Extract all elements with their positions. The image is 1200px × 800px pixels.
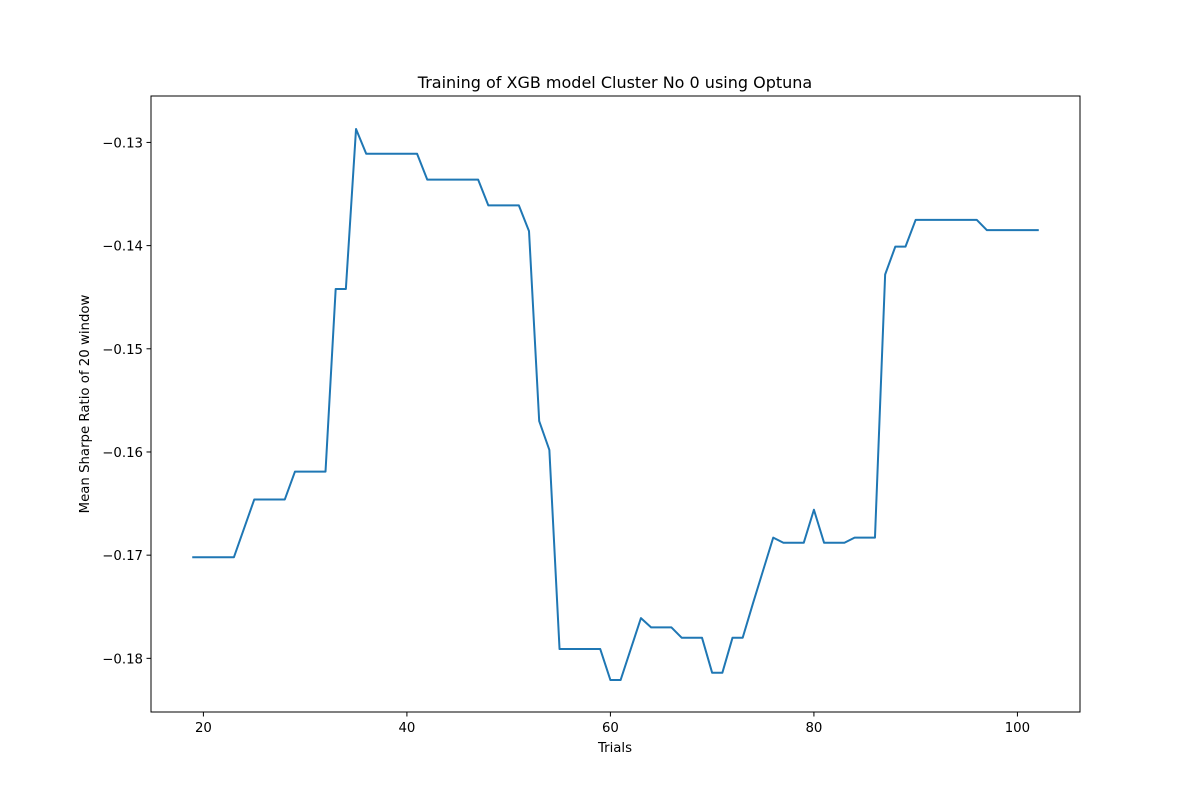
series-line — [192, 128, 1039, 682]
y-tick-label: −0.14 — [102, 240, 143, 255]
y-tick-label: −0.15 — [102, 343, 143, 358]
series-group — [192, 128, 1039, 682]
x-tick-label: 60 — [602, 721, 619, 736]
y-tick-label: −0.18 — [102, 652, 143, 667]
x-tick-label: 100 — [1005, 721, 1030, 736]
y-tick-label: −0.13 — [102, 136, 143, 151]
plot-frame — [150, 95, 1081, 713]
x-tick-label: 20 — [195, 721, 212, 736]
chart-title: Training of XGB model Cluster No 0 using… — [417, 73, 812, 92]
plot-area: 20 40 60 80 100 −0.18−0.17−0.16−0.15−0.14−0.… — [102, 95, 1081, 736]
y-axis-ticks: −0.18 −0.17 −0.16 −0.15 −0.14 −0.13 — [102, 136, 151, 667]
x-tick-label: 80 — [805, 721, 822, 736]
x-axis-ticks: 20 40 60 80 100 — [195, 712, 1030, 736]
x-tick-label: 40 — [398, 721, 415, 736]
y-tick-label: −0.16 — [102, 446, 143, 461]
x-axis-label: Trials — [597, 741, 632, 756]
y-axis-label: Mean Sharpe Ratio of 20 window — [78, 294, 93, 513]
y-tick-label: −0.17 — [102, 549, 143, 564]
